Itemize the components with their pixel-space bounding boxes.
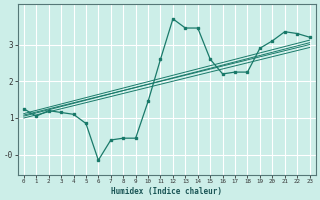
X-axis label: Humidex (Indice chaleur): Humidex (Indice chaleur) bbox=[111, 187, 222, 196]
